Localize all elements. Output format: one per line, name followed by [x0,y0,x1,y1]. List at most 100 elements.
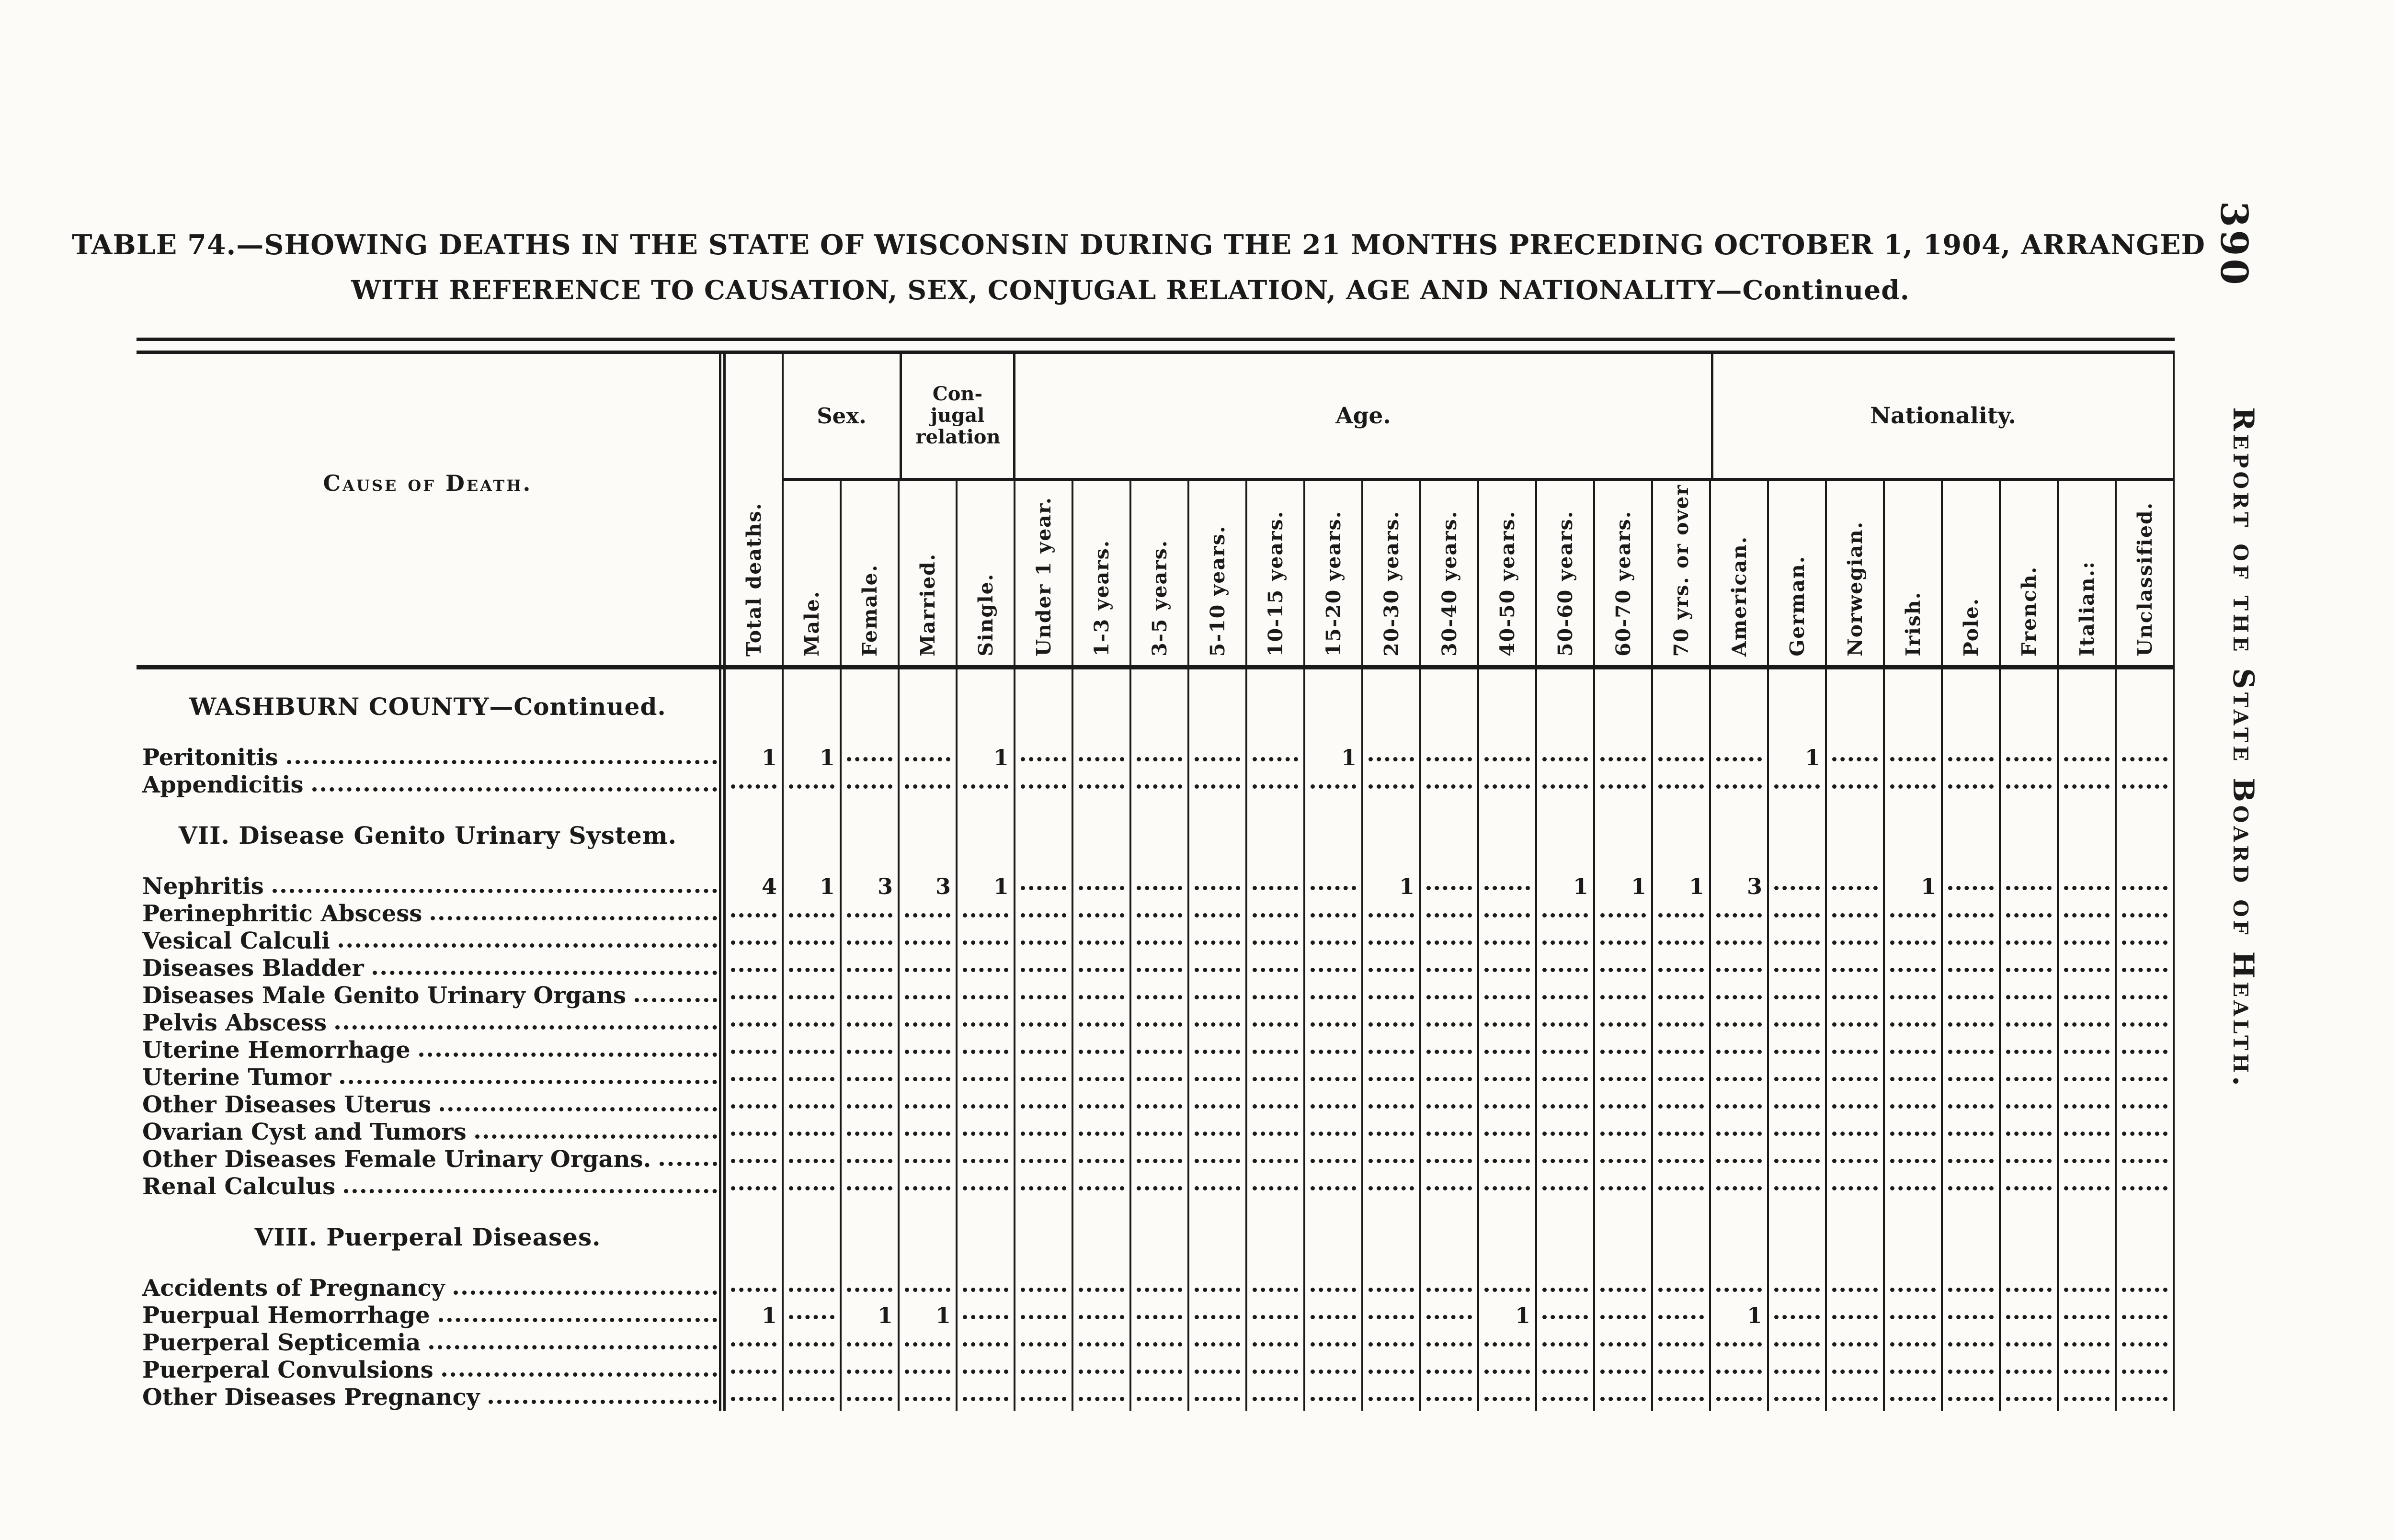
empty-cell-dots [788,1342,835,1347]
empty-cell [842,1091,900,1118]
empty-cell [1015,900,1073,927]
empty-cell [1595,1274,1653,1302]
empty-cell-dots [1136,1077,1183,1081]
empty-cell [2059,1145,2117,1173]
row-label: Diseases Male Genito Urinary Organs [137,982,726,1009]
empty-cell-dots [1890,1397,1936,1401]
empty-cell-dots [1194,913,1241,917]
empty-cell [1595,1145,1653,1173]
empty-cell [1131,982,1189,1009]
empty-cell [2001,1036,2059,1064]
empty-cell-dots [1252,940,1299,945]
empty-cell-dots [1484,1050,1530,1054]
empty-cell-dots [962,1370,1009,1374]
empty-cell [1305,1302,1363,1329]
empty-cell-dots [1600,1370,1646,1374]
empty-cell [1769,1009,1827,1036]
empty-cell-dots [1716,1370,1762,1374]
empty-cell-dots [2064,1315,2110,1319]
empty-cell [1131,669,1189,744]
empty-cell-dots [1484,757,1530,761]
empty-cell-dots [788,1022,835,1027]
empty-cell [784,1064,842,1091]
empty-cell [1363,1329,1421,1356]
empty-cell-dots [2121,1022,2168,1027]
column-header-pole: Pole. [1943,481,2001,665]
dot-leader [660,1162,717,1166]
empty-cell-dots [730,995,777,999]
empty-cell-dots [904,1050,951,1054]
empty-cell [1131,771,1189,798]
empty-cell [784,1356,842,1383]
empty-cell [1015,771,1073,798]
column-header-irish: Irish. [1885,481,1943,665]
empty-cell [784,1329,842,1356]
empty-cell [1943,771,2001,798]
empty-cell [1421,771,1479,798]
empty-cell [1943,1118,2001,1145]
column-header-under-1-year: Under 1 year. [1015,481,1073,665]
column-header-label: 10-15 years. [1264,510,1287,657]
empty-cell-dots [1136,886,1183,890]
empty-cell [1363,1064,1421,1091]
empty-cell-dots [1484,1186,1530,1190]
empty-cell-dots [1194,1022,1241,1027]
empty-cell [1421,1036,1479,1064]
empty-cell-dots [1890,1370,1936,1374]
empty-cell [1769,1091,1827,1118]
empty-cell [1305,954,1363,982]
empty-cell-dots [904,1342,951,1347]
empty-cell [1537,1274,1595,1302]
empty-cell [1131,1009,1189,1036]
empty-cell-dots [2006,1159,2052,1163]
empty-cell-dots [1310,913,1357,917]
empty-cell-dots [904,784,951,789]
empty-cell [1363,1200,1421,1274]
empty-cell [1189,982,1247,1009]
empty-cell [1131,798,1189,872]
empty-cell-dots [1136,1315,1183,1319]
empty-cell-dots [1020,1397,1067,1401]
empty-cell-dots [1194,1315,1241,1319]
empty-cell [900,1064,958,1091]
empty-cell-dots [904,1288,951,1292]
empty-cell-dots [1194,1077,1241,1081]
empty-cell [1537,1200,1595,1274]
empty-cell [1827,1091,1885,1118]
empty-cell [1537,1329,1595,1356]
empty-cell [784,1091,842,1118]
empty-cell-dots [1020,968,1067,972]
empty-cell-dots [1600,968,1646,972]
empty-cell-dots [1542,1077,1588,1081]
empty-cell [958,1009,1015,1036]
empty-cell [1189,771,1247,798]
empty-cell [2117,1173,2175,1200]
column-header-label: Single. [974,573,997,657]
empty-cell [1653,1302,1711,1329]
empty-cell [1885,982,1943,1009]
value-cell: 1 [1479,1302,1537,1329]
empty-cell-dots [1658,1077,1704,1081]
empty-cell-dots [1426,1370,1472,1374]
empty-cell-dots [1426,968,1472,972]
empty-cell-dots [2006,784,2052,789]
group-label: Sex. [817,403,867,429]
empty-cell-dots [1194,1132,1241,1136]
empty-cell-dots [1716,968,1762,972]
empty-cell [784,900,842,927]
empty-cell [2001,771,2059,798]
empty-cell-dots [1542,757,1588,761]
empty-cell-dots [1658,1315,1704,1319]
empty-cell [1653,1356,1711,1383]
empty-cell [2117,744,2175,771]
empty-cell [1885,954,1943,982]
empty-cell-dots [1832,1342,1878,1347]
empty-cell-dots [2121,1186,2168,1190]
empty-cell-dots [1948,1397,1994,1401]
empty-cell-dots [1774,1159,1820,1163]
empty-cell [1711,982,1769,1009]
empty-cell [2001,1200,2059,1274]
empty-cell [1943,1091,2001,1118]
empty-cell-dots [904,913,951,917]
dot-leader [431,916,717,920]
